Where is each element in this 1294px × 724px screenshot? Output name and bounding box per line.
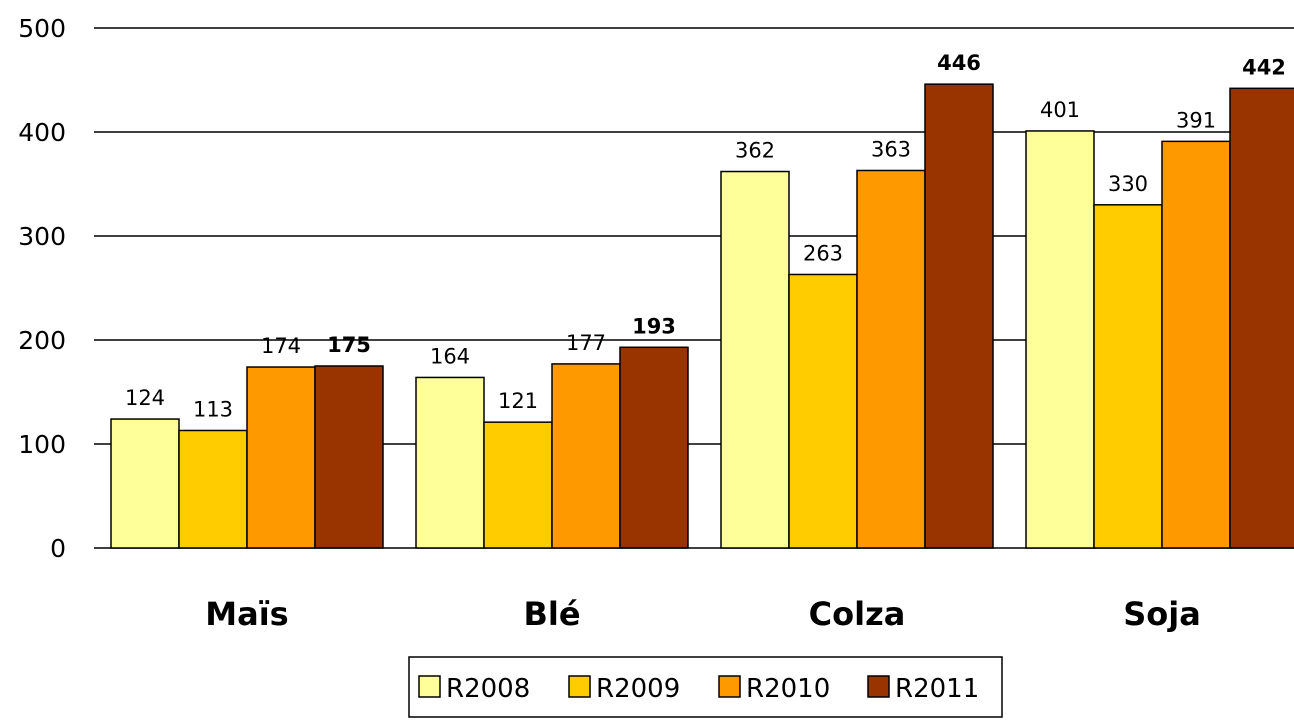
data-label: 164 [430,344,470,368]
bar-r2009-2 [788,273,858,549]
bar-r2009-1 [483,421,553,549]
y-axis-ticks: 0 100 200 300 400 500 [18,14,66,563]
data-label: 362 [735,139,775,163]
legend-box [408,656,1003,718]
data-label: 263 [803,241,843,265]
bar-r2011-2 [924,83,994,549]
bar-r2008-2 [720,170,790,549]
y-tick-label: 0 [50,534,66,563]
category-label: Blé [523,595,580,633]
y-tick-label: 300 [18,222,66,251]
legend-label: R2008 [446,674,530,704]
legend-swatch [718,675,741,698]
category-label: Maïs [205,595,288,633]
bar-r2009-0 [178,429,248,549]
data-label: 124 [125,386,165,410]
bar-r2008-1 [415,376,485,549]
category-labels: Maïs Blé Colza Soja [205,595,1201,633]
data-labels: 124 113 174 175 164 121 177 193 362 263 363 446 401 3… [125,51,1286,421]
bar-r2011-0 [314,365,384,549]
legend-label: R2011 [895,674,979,704]
bar-r2010-1 [551,363,621,549]
bar-r2011-1 [619,346,689,549]
bar-r2010-3 [1161,140,1231,549]
data-label: 177 [566,331,606,355]
bar-r2008-3 [1025,130,1095,549]
y-tick-label: 100 [18,430,66,459]
legend-swatch [568,675,591,698]
legend-label: R2009 [596,674,680,704]
bar-r2009-3 [1093,204,1163,549]
data-label: 121 [498,389,538,413]
data-label: 363 [871,137,911,161]
data-label: 446 [937,51,981,75]
data-label: 330 [1108,172,1148,196]
legend-label: R2010 [746,674,830,704]
legend-swatch [418,675,441,698]
bar-r2011-3 [1229,87,1294,549]
data-label: 391 [1176,108,1216,132]
data-label: 174 [261,334,301,358]
category-label: Soja [1123,595,1201,633]
bar-r2010-0 [246,366,316,549]
data-label: 113 [193,397,233,421]
legend-swatch [867,675,890,698]
bar-r2010-2 [856,169,926,549]
y-tick-label: 200 [18,326,66,355]
y-tick-label: 500 [18,14,66,43]
data-label: 193 [632,314,676,338]
legend: R2008 R2009 R2010 R2011 [408,656,1003,718]
data-label: 442 [1242,55,1286,79]
category-label: Colza [809,595,906,633]
y-tick-label: 400 [18,118,66,147]
data-label: 175 [327,333,371,357]
bars [110,83,1294,549]
bar-r2008-0 [110,418,180,549]
data-label: 401 [1040,98,1080,122]
